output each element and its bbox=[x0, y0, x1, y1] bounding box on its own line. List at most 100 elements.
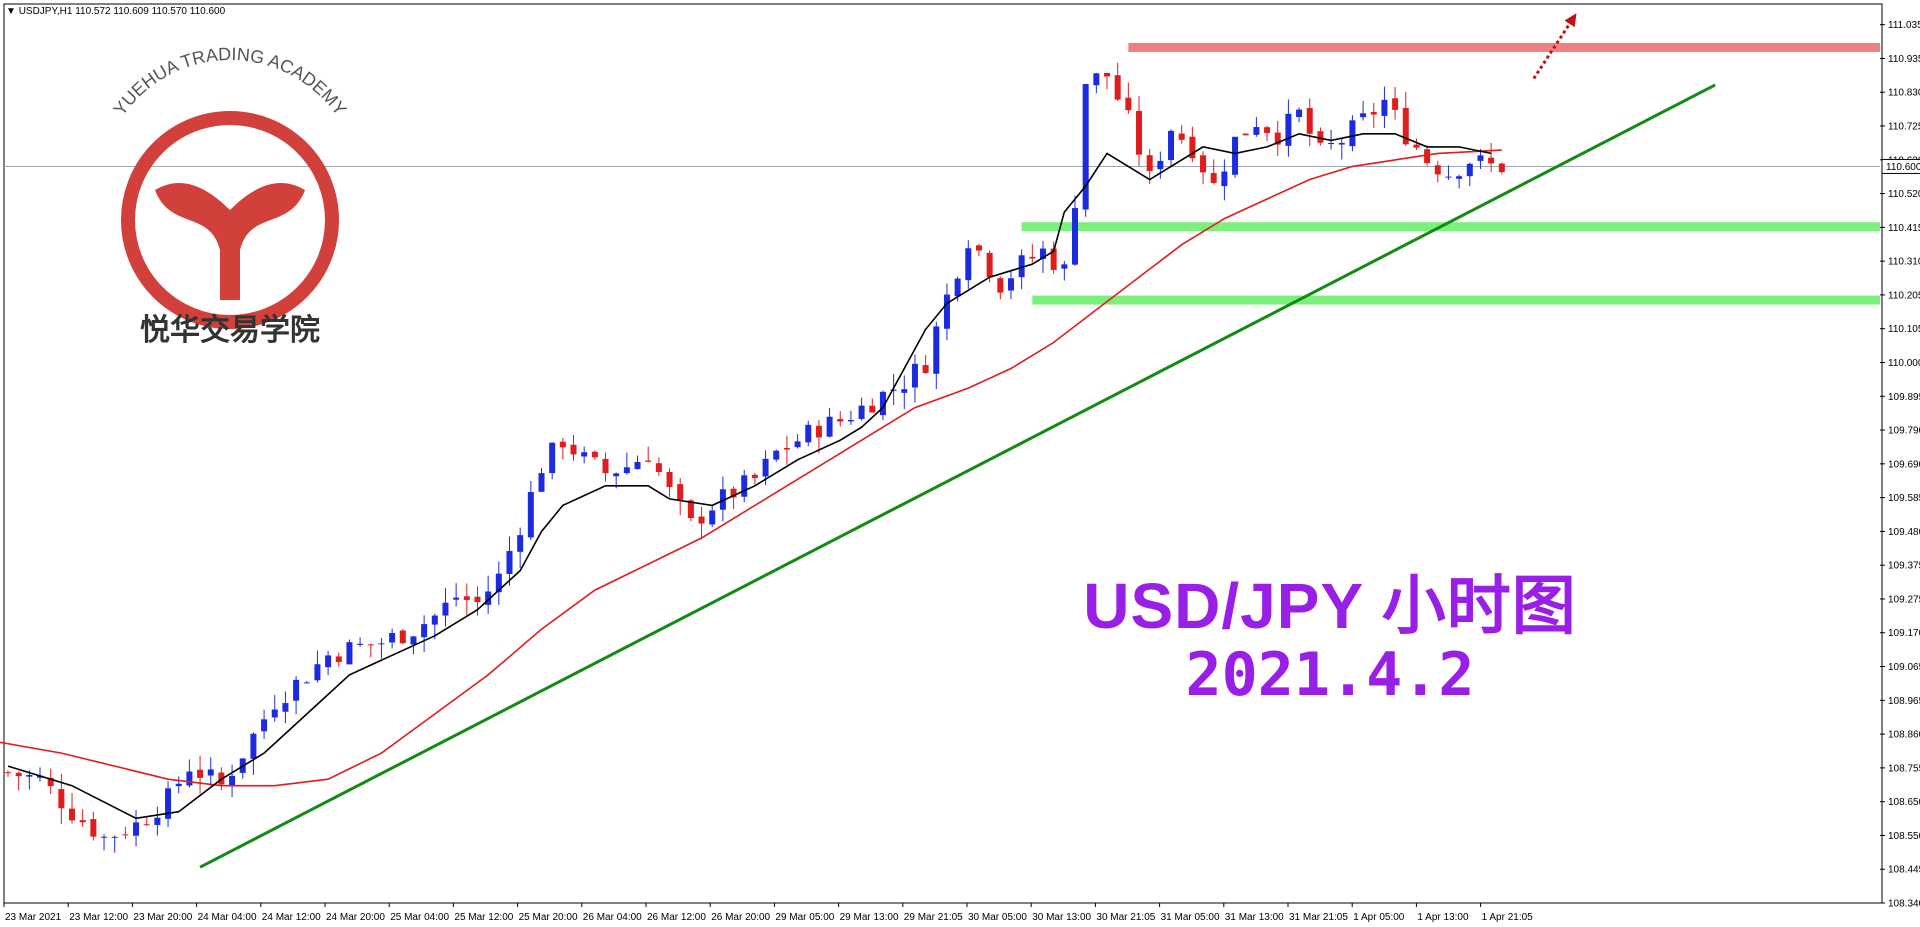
candle-body bbox=[154, 817, 161, 825]
x-tick-label: 24 Mar 20:00 bbox=[326, 912, 385, 923]
candle-body bbox=[421, 624, 428, 638]
candle-body bbox=[1338, 142, 1345, 145]
y-tick-label: 108.445 bbox=[1888, 865, 1920, 876]
candle-body bbox=[133, 822, 140, 836]
candle-body bbox=[559, 441, 566, 448]
candle-body bbox=[293, 679, 300, 701]
candle-body bbox=[1498, 163, 1505, 173]
y-tick-label: 110.830 bbox=[1888, 88, 1920, 99]
y-tick-label: 109.585 bbox=[1888, 493, 1920, 504]
candle-body bbox=[1274, 132, 1281, 145]
candle-body bbox=[1104, 72, 1111, 77]
candle-body bbox=[783, 447, 790, 450]
candle-body bbox=[1082, 84, 1089, 210]
candle-body bbox=[1370, 111, 1377, 115]
y-tick-label: 109.170 bbox=[1888, 628, 1920, 639]
candle-body bbox=[1317, 131, 1324, 143]
logo-arc-text: YUEHUA TRADING ACADEMY bbox=[110, 44, 351, 119]
candle-body bbox=[538, 473, 545, 492]
y-tick-label: 110.415 bbox=[1888, 223, 1920, 234]
candle-body bbox=[1328, 142, 1335, 145]
current-price-tag-label: 110.600 bbox=[1886, 162, 1920, 173]
arrow-head-icon bbox=[1564, 13, 1577, 28]
candle-body bbox=[911, 363, 918, 388]
candle-body bbox=[1061, 264, 1068, 269]
x-tick-label: 31 Mar 13:00 bbox=[1225, 912, 1284, 923]
candle-body bbox=[858, 405, 865, 419]
candle-body bbox=[879, 391, 886, 416]
x-tick-label: 29 Mar 05:00 bbox=[775, 912, 834, 923]
candle-body bbox=[335, 656, 342, 662]
candle-body bbox=[5, 772, 11, 774]
y-tick-label: 111.035 bbox=[1888, 20, 1920, 31]
resistance-zone bbox=[1128, 42, 1880, 52]
logo-chinese-text: 悦华交易学院 bbox=[140, 313, 320, 348]
y-tick-label: 110.000 bbox=[1888, 358, 1920, 369]
candle-body bbox=[943, 294, 950, 329]
y-tick-label: 110.310 bbox=[1888, 257, 1920, 268]
dropdown-icon[interactable]: ▼ bbox=[6, 6, 16, 17]
candle-body bbox=[261, 719, 268, 732]
candle-body bbox=[1007, 278, 1014, 291]
candle-body bbox=[1445, 176, 1452, 178]
candle-body bbox=[591, 451, 598, 458]
candle-body bbox=[1178, 133, 1185, 140]
candle-body bbox=[837, 418, 844, 422]
candle-body bbox=[666, 472, 673, 488]
candle-body bbox=[143, 824, 150, 826]
current-price-tag bbox=[1881, 158, 1920, 174]
candle-body bbox=[1488, 157, 1495, 164]
candle-body bbox=[15, 772, 22, 777]
candle-body bbox=[826, 416, 833, 437]
candle-body bbox=[229, 775, 236, 786]
y-tick-label: 110.725 bbox=[1888, 122, 1920, 133]
candle-body bbox=[1242, 133, 1249, 136]
candle-body bbox=[1264, 127, 1271, 133]
y-tick-label: 108.550 bbox=[1888, 831, 1920, 842]
candle-body bbox=[570, 444, 577, 455]
candle-body bbox=[1157, 160, 1164, 170]
candle-body bbox=[271, 709, 278, 718]
candle-body bbox=[1392, 98, 1399, 110]
candle-body bbox=[623, 467, 630, 474]
x-tick-label: 25 Mar 20:00 bbox=[519, 912, 578, 923]
candle-body bbox=[1093, 73, 1100, 86]
candle-body bbox=[847, 420, 854, 422]
candle-body bbox=[1050, 248, 1057, 270]
x-tick-label: 29 Mar 13:00 bbox=[840, 912, 899, 923]
candle-body bbox=[1477, 155, 1484, 161]
candle-body bbox=[165, 788, 172, 819]
candle-body bbox=[1136, 110, 1143, 155]
candle-body bbox=[463, 596, 470, 600]
y-tick-label: 109.895 bbox=[1888, 392, 1920, 403]
candle-body bbox=[122, 834, 129, 836]
candle-body bbox=[26, 774, 33, 777]
overlay-date: 2021.4.2 bbox=[1185, 640, 1475, 710]
x-tick-label: 24 Mar 04:00 bbox=[198, 912, 257, 923]
candle-body bbox=[709, 510, 716, 525]
candle-body bbox=[69, 808, 76, 821]
candle-body bbox=[1200, 155, 1207, 173]
candle-body bbox=[655, 463, 662, 472]
x-tick-label: 26 Mar 04:00 bbox=[583, 912, 642, 923]
y-tick-label: 110.935 bbox=[1888, 54, 1920, 65]
candle-body bbox=[613, 473, 620, 477]
candle-body bbox=[719, 489, 726, 510]
candle-body bbox=[527, 491, 534, 538]
y-tick-label: 109.480 bbox=[1888, 527, 1920, 538]
candle-body bbox=[1306, 107, 1313, 134]
candle-body bbox=[1125, 97, 1132, 111]
x-tick-label: 30 Mar 21:05 bbox=[1096, 912, 1155, 923]
candle-body bbox=[186, 771, 193, 786]
candle-body bbox=[1029, 256, 1036, 259]
candle-body bbox=[698, 516, 705, 524]
y-tick-label: 108.340 bbox=[1888, 899, 1920, 910]
academy-logo: YUEHUA TRADING ACADEMY 悦华交易学院 bbox=[110, 44, 351, 348]
y-tick-label: 108.860 bbox=[1888, 730, 1920, 741]
x-tick-label: 24 Mar 12:00 bbox=[262, 912, 321, 923]
candle-body bbox=[474, 596, 481, 603]
candle-body bbox=[549, 442, 556, 474]
candle-body bbox=[1072, 208, 1078, 265]
